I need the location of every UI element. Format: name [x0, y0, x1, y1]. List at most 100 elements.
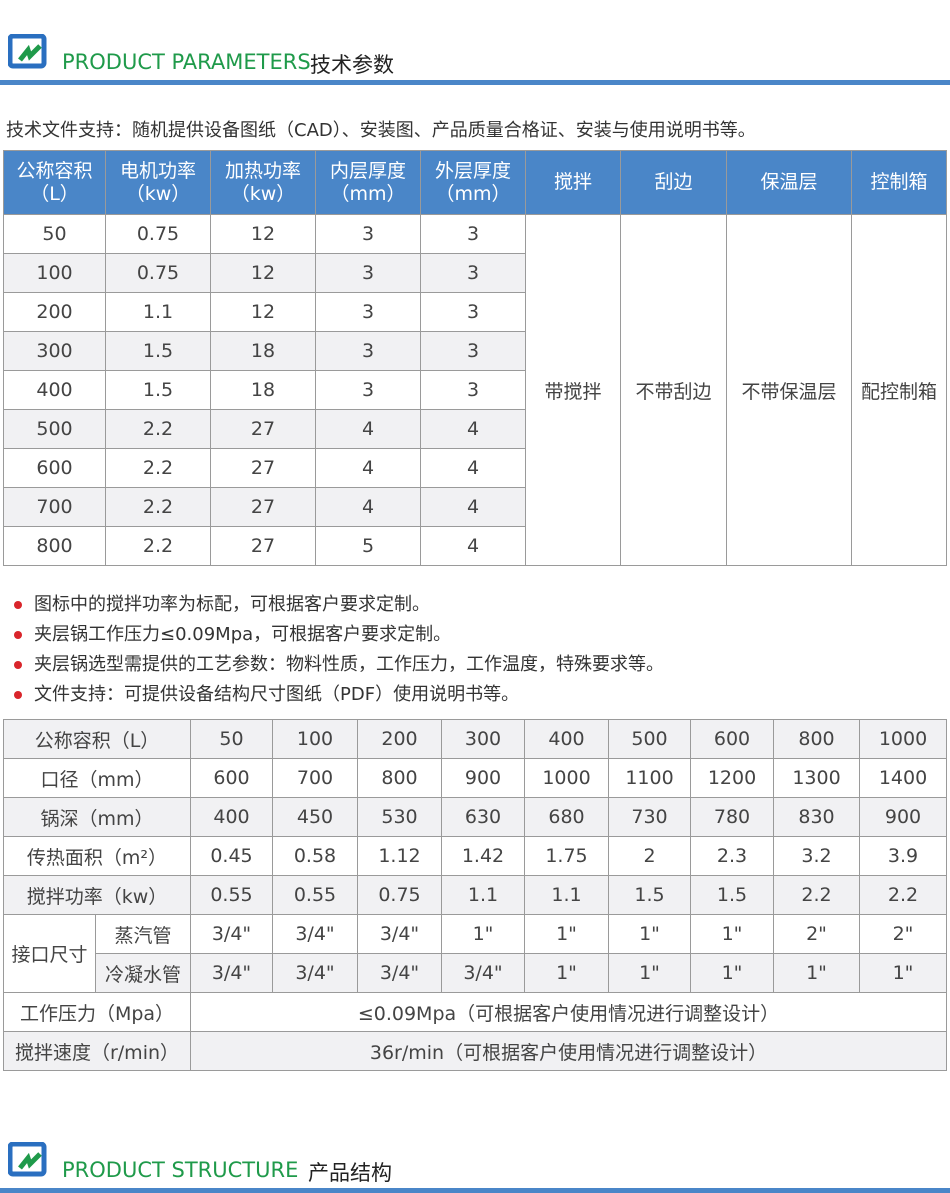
- header-text: （L）: [30, 182, 79, 205]
- table-cell: 1.42: [441, 836, 525, 876]
- table-cell: 1100: [608, 758, 691, 798]
- table-cell: 1": [608, 953, 691, 993]
- row-sublabel: 冷凝水管: [95, 953, 191, 993]
- table-cell: 4: [315, 487, 421, 527]
- table-row: 冷凝水管 3/4" 3/4" 3/4" 3/4" 1" 1" 1" 1" 1": [4, 953, 947, 993]
- table-cell: 530: [357, 797, 442, 837]
- column-header: 加热功率 （kw）: [210, 150, 316, 215]
- table-cell: 1.1: [441, 875, 525, 915]
- table-cell: 700: [3, 487, 106, 527]
- table-cell: 3: [420, 253, 526, 293]
- brand-logo-icon: [8, 34, 47, 69]
- table-cell: 1": [608, 914, 691, 954]
- table-row: 搅拌功率（kw） 0.55 0.55 0.75 1.1 1.1 1.5 1.5 2.2 2.2: [3, 875, 947, 915]
- table-row: 口径（mm） 600 700 800 900 1000 1100 1200 1300 1400: [3, 758, 947, 798]
- specs-table: 公称容积（L） 50 100 200 300 400 500 600 800 1000 口径（mm）…: [3, 719, 947, 1071]
- table-cell: 2.2: [105, 487, 211, 527]
- table-row: 800 2.2 27 5 4: [3, 526, 947, 566]
- section-title-cn: 产品结构: [308, 1161, 392, 1185]
- table-cell: 1": [859, 953, 947, 993]
- table-cell: 3: [315, 370, 421, 410]
- table-cell: 3/4": [441, 953, 525, 993]
- table-cell: 680: [524, 797, 609, 837]
- bullet-dot-icon: [14, 661, 22, 669]
- table-cell: 27: [210, 487, 316, 527]
- table-cell: 18: [210, 370, 316, 410]
- merged-cell: 带搅拌: [525, 214, 621, 566]
- table-cell: 1": [524, 953, 609, 993]
- column-header: 控制箱: [851, 150, 947, 215]
- table-cell: 1.5: [690, 875, 774, 915]
- table-cell: 0.55: [190, 875, 273, 915]
- table-cell: 200: [3, 292, 106, 332]
- parameters-table: 公称容积 （L） 电机功率 （kw） 加热功率 （kw） 内层厚度 （mm） 外层厚度 （mm）搅…: [3, 150, 947, 566]
- merged-cell: 不带刮边: [620, 214, 727, 566]
- row-label: 传热面积（m²）: [3, 836, 191, 876]
- table-row: 400 1.5 18 3 3: [3, 370, 947, 410]
- table-row: 接口尺寸 蒸汽管 3/4" 3/4" 3/4" 1" 1" 1" 1" 2" 2": [3, 914, 947, 993]
- brand-logo-icon: [8, 1142, 47, 1177]
- table-cell: 27: [210, 448, 316, 488]
- divider: [0, 80, 950, 85]
- table-cell: 3/4": [357, 914, 442, 954]
- table-cell: 600: [690, 719, 774, 759]
- section-header-parameters: PRODUCT PARAMETERS 技术参数: [0, 24, 950, 85]
- table-row: 公称容积（L） 50 100 200 300 400 500 600 800 1000: [3, 719, 947, 759]
- section-title-en: PRODUCT PARAMETERS: [62, 50, 311, 74]
- bullet-item: 图标中的搅拌功率为标配，可根据客户要求定制。: [14, 590, 430, 616]
- bullet-item: 文件支持：可提供设备结构尺寸图纸（PDF）使用说明书等。: [14, 680, 519, 706]
- table-cell: 5: [315, 526, 421, 566]
- table-cell: 27: [210, 526, 316, 566]
- bullet-dot-icon: [14, 691, 22, 699]
- table-cell: 2.2: [773, 875, 860, 915]
- header-text: 公称容积: [16, 159, 93, 182]
- column-header: 刮边: [620, 150, 727, 215]
- table-cell: 500: [3, 409, 106, 449]
- table-cell: 4: [420, 526, 526, 566]
- table-cell: 1.1: [105, 292, 211, 332]
- bullet-dot-icon: [14, 631, 22, 639]
- column-header: 搅拌: [525, 150, 621, 215]
- bullet-text: 夹层锅选型需提供的工艺参数：物料性质，工作压力，工作温度，特殊要求等。: [34, 654, 664, 675]
- table-cell: 1.5: [105, 370, 211, 410]
- table-cell: 2.2: [105, 448, 211, 488]
- header-text: 搅拌: [553, 171, 592, 193]
- table-cell: 3: [315, 253, 421, 293]
- header-text: 保温层: [760, 171, 818, 193]
- table-cell: 830: [773, 797, 860, 837]
- tech-doc-note: 技术文件支持：随机提供设备图纸（CAD）、安装图、产品质量合格证、安装与使用说明…: [6, 120, 756, 141]
- section-title-cn: 技术参数: [310, 53, 394, 77]
- row-label: 工作压力（Mpa）: [3, 992, 191, 1032]
- table-cell: 0.58: [272, 836, 358, 876]
- table-cell: 100: [3, 253, 106, 293]
- table-row: 700 2.2 27 4 4: [3, 487, 947, 527]
- table-cell: 900: [859, 797, 947, 837]
- table-cell: 1.75: [524, 836, 609, 876]
- table-cell: 3: [420, 331, 526, 371]
- header-text: 控制箱: [870, 171, 928, 193]
- table-row: 传热面积（m²） 0.45 0.58 1.12 1.42 1.75 2 2.3 3.2 3.9: [3, 836, 947, 876]
- table-cell: 1000: [524, 758, 609, 798]
- header-text: 加热功率: [224, 159, 301, 182]
- table-row: 50 0.75 12 3 3 带搅拌 不带刮边 不带保温层 配控制箱: [3, 214, 947, 566]
- table-cell: 12: [210, 253, 316, 293]
- row-label: 公称容积（L）: [3, 719, 191, 759]
- merged-cell: 配控制箱: [851, 214, 947, 566]
- table-cell: 18: [210, 331, 316, 371]
- table-cell: 0.75: [105, 214, 211, 254]
- table-cell: 3/4": [272, 914, 358, 954]
- table-cell: 1000: [859, 719, 947, 759]
- column-header: 内层厚度 （mm）: [315, 150, 421, 215]
- table-cell: 900: [441, 758, 525, 798]
- table-cell: 3.9: [859, 836, 947, 876]
- table-cell: 500: [608, 719, 691, 759]
- table-cell: 3: [420, 292, 526, 332]
- table-cell: 3: [420, 370, 526, 410]
- table-cell: 1400: [859, 758, 947, 798]
- merged-cell: 不带保温层: [726, 214, 852, 566]
- row-label: 搅拌功率（kw）: [3, 875, 191, 915]
- column-header: 外层厚度 （mm）: [420, 150, 526, 215]
- table-cell: 400: [524, 719, 609, 759]
- section-header-structure: PRODUCT STRUCTURE 产品结构: [0, 1132, 950, 1193]
- table-cell: 2": [859, 914, 947, 954]
